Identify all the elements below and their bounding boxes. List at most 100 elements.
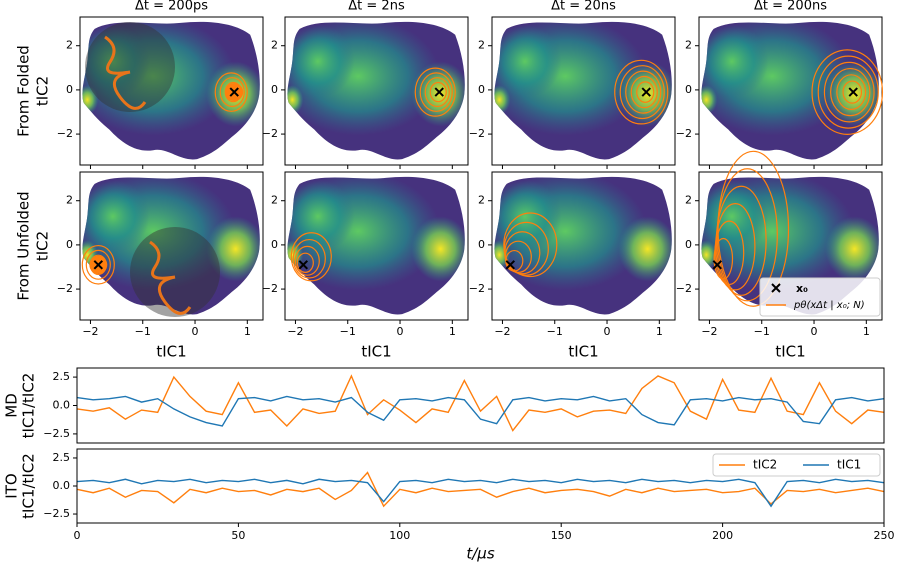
legend-label: tIC1 <box>837 458 861 472</box>
y-tick-label: −2.5 <box>43 507 70 520</box>
density-region <box>701 179 769 254</box>
contour <box>715 185 767 296</box>
density-region <box>287 24 355 99</box>
x-tick-label: −2 <box>82 325 98 338</box>
y-tick-label: 0 <box>66 238 73 251</box>
start-marker-x <box>641 87 651 97</box>
contour <box>836 74 867 110</box>
density-map <box>82 176 260 315</box>
axes-frame <box>76 367 885 444</box>
density-region <box>411 216 465 282</box>
density-region <box>494 24 562 99</box>
density-region <box>206 216 260 282</box>
panel-title: Δt = 200ns <box>754 0 827 14</box>
y-tick-label: 2 <box>685 194 692 207</box>
structure-inset <box>130 227 220 317</box>
legend-box <box>712 453 881 477</box>
density <box>287 176 465 315</box>
panel-title: Δt = 2ns <box>348 0 405 14</box>
y-tick-label: 2 <box>66 39 73 52</box>
y-axis-label: tIC2 <box>34 76 52 106</box>
y-tick-label: 2.5 <box>53 451 71 464</box>
x-tick-label: −1 <box>340 325 356 338</box>
y-tick-label: 0 <box>271 238 278 251</box>
row-label: From Unfolded <box>15 191 33 300</box>
axes-frame <box>284 16 469 166</box>
contour <box>290 232 332 282</box>
density-region <box>82 85 99 115</box>
axes-frame <box>284 171 469 321</box>
x-axis-label: tIC1 <box>775 343 805 361</box>
y-tick-label: 2 <box>271 39 278 52</box>
contour <box>715 203 756 291</box>
density-region <box>287 85 304 115</box>
structure-inset <box>85 22 175 112</box>
y-axis-label: tIC1/tIC2 <box>20 453 38 519</box>
y-tick-label: 2 <box>271 194 278 207</box>
contour <box>414 67 456 117</box>
panel-title: Δt = 20ns <box>551 0 616 14</box>
x-tick-label: −1 <box>547 325 563 338</box>
start-marker-x <box>298 260 309 270</box>
contour <box>81 244 115 285</box>
x-tick-label: −2 <box>701 325 717 338</box>
contour <box>219 77 245 108</box>
contour <box>294 245 320 276</box>
contour <box>619 65 665 120</box>
density-region <box>494 85 511 115</box>
y-axis-label: tIC2 <box>34 231 52 261</box>
y-axis-label: MD <box>3 393 21 418</box>
contour <box>842 80 863 104</box>
contour <box>830 67 871 117</box>
y-tick-label: 2 <box>478 194 485 207</box>
contour <box>625 70 662 114</box>
contour <box>716 168 778 302</box>
start-marker-x <box>505 260 516 270</box>
y-tick-label: 0.0 <box>53 399 71 412</box>
y-tick-label: 0 <box>685 83 692 96</box>
x-tick-label: 1 <box>449 325 456 338</box>
start-marker-x <box>93 260 104 270</box>
x-axis-label: tIC1 <box>568 343 598 361</box>
panel-title: Δt = 200ps <box>135 0 208 14</box>
contour <box>630 75 658 109</box>
y-tick-label: −2 <box>676 282 692 295</box>
density-region <box>618 216 672 282</box>
axes-frame <box>79 171 264 321</box>
y-tick-label: 2 <box>685 39 692 52</box>
x-tick-label: 150 <box>551 529 572 542</box>
density-region <box>82 179 150 254</box>
axes-frame <box>491 171 676 321</box>
x-tick-label: 0 <box>397 325 404 338</box>
y-tick-label: 0 <box>685 238 692 251</box>
y-tick-label: −2 <box>676 127 692 140</box>
contour <box>296 252 314 273</box>
density-region <box>701 85 718 115</box>
contour <box>614 59 669 125</box>
y-tick-label: 2 <box>66 194 73 207</box>
x-axis-label: t/μs <box>466 545 494 563</box>
y-tick-label: −2 <box>262 282 278 295</box>
series-line <box>76 478 885 508</box>
contour <box>429 81 447 103</box>
y-tick-label: 0 <box>478 83 485 96</box>
start-marker-x <box>848 87 858 97</box>
density-region <box>287 179 355 254</box>
density-map <box>494 176 672 315</box>
legend-label: tIC2 <box>753 458 777 472</box>
y-tick-label: 0.0 <box>53 479 71 492</box>
y-axis-label: tIC1/tIC2 <box>20 373 38 439</box>
contour <box>214 72 248 112</box>
contour <box>817 55 879 129</box>
density-region <box>701 24 769 99</box>
x-tick-label: 100 <box>389 529 410 542</box>
legend-label: pθ(xΔt | x₀; N) <box>793 300 865 311</box>
x-tick-label: 1 <box>656 325 663 338</box>
start-marker-x <box>229 87 239 97</box>
contour <box>823 61 875 123</box>
series-line <box>76 395 885 427</box>
legend-label: x₀ <box>796 282 808 295</box>
row-label: From Folded <box>15 45 33 137</box>
start-marker-x <box>712 260 723 270</box>
